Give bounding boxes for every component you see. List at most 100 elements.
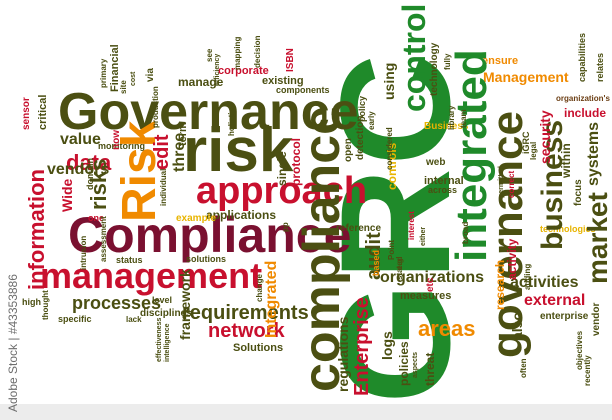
word-production: production (151, 86, 160, 128)
word-status: status (116, 255, 143, 265)
word-security: security (537, 110, 553, 164)
word-sensor: sensor (21, 97, 32, 130)
word-cost: cost (130, 71, 137, 86)
word-open: open (343, 138, 354, 162)
watermark-footer-bar (0, 404, 612, 420)
word-interest: interest (407, 211, 416, 240)
word-via: via (145, 68, 156, 82)
word-specific: specific (58, 314, 92, 324)
word-effectiveness: effectiveness (156, 317, 163, 362)
word-governance-main: Governance (58, 83, 359, 141)
word-web: web (426, 157, 446, 168)
word-term: term (177, 122, 189, 146)
word-systems: systems (585, 121, 602, 186)
word-solutions-small: solutions (186, 254, 226, 264)
word-policy: policy (357, 95, 367, 122)
word-compliance-main: Compliance (68, 207, 352, 263)
word-wide: Wide (59, 178, 75, 212)
word-decision: decision (253, 35, 262, 68)
word-domain: domain (85, 157, 95, 190)
word-organizations: organizations (380, 269, 485, 286)
word-requirements: requirements (182, 302, 309, 324)
word-within: within (559, 143, 573, 178)
word-individual: individual (159, 168, 168, 206)
word-activities: activities (510, 274, 579, 291)
word-adding: adding (523, 263, 532, 290)
word-high: high (22, 297, 41, 307)
word-ensure: ensure (482, 55, 519, 67)
word-integrated-small: Integrated (263, 260, 280, 338)
word-network: network (208, 320, 285, 342)
word-permitted: permitted (498, 166, 505, 198)
word-market: market (582, 192, 612, 284)
word-include: include (564, 106, 607, 120)
word-critical: critical (37, 94, 49, 130)
word-aspects: aspects (412, 351, 419, 378)
word-solutions: Solutions (233, 342, 284, 354)
word-disciplines: disciplines (140, 308, 192, 319)
word-site: site (119, 80, 128, 94)
word-management-main: management (40, 255, 263, 296)
word-technology: technology (429, 42, 440, 96)
word-logs: logs (379, 331, 395, 360)
word-isbn: ISBN (285, 48, 296, 72)
word-approach: approach (196, 170, 368, 212)
word-also: also (509, 311, 525, 340)
word-enterprise-vertical: Enterprise (351, 297, 373, 396)
word-using: using (381, 62, 397, 100)
word-framework: framework (177, 269, 193, 340)
word-holistic: holistic (227, 107, 236, 136)
word-protocol: protocol (289, 138, 303, 186)
word-detection: detection (355, 115, 366, 160)
word-relates: relates (595, 52, 605, 82)
word-correct: correct (507, 170, 516, 198)
word-technologies: technologies (540, 224, 596, 234)
stock-watermark: Adobe Stock | #43353886 (6, 274, 20, 412)
word-either: either (420, 226, 427, 246)
word-areas: areas (418, 316, 476, 341)
word-pp: pp (281, 222, 290, 232)
word-primary: primary (99, 58, 108, 88)
word-regulations: regulations (335, 316, 351, 392)
word-etc: etc (425, 277, 436, 292)
word-manage: manage (178, 75, 224, 89)
word-broad: broad (461, 221, 470, 244)
word-assessment: assessment (99, 216, 108, 262)
word-applications: applications (206, 208, 277, 222)
word-value: value (60, 131, 101, 148)
word-corporate: corporate (218, 65, 269, 77)
word-across: across (428, 185, 458, 195)
word-processes: processes (72, 293, 162, 313)
word-vendor: vendor (591, 302, 602, 336)
word-external: external (524, 292, 586, 309)
word-components: components (276, 85, 330, 95)
word-eg: e.g (395, 258, 404, 270)
word-information: information (24, 169, 49, 290)
word-level: level (152, 295, 173, 305)
word-organizations-small: organization's (556, 94, 610, 103)
word-lack: lack (126, 315, 142, 324)
word-based: based (371, 249, 381, 276)
word-risk-main: risk (183, 116, 294, 185)
word-efficiency: efficiency (214, 53, 221, 86)
word-existing: existing (262, 75, 304, 87)
word-internal: internal (424, 175, 464, 187)
word-recently: recently (583, 355, 592, 386)
word-one: one (88, 213, 105, 223)
word-objectives: objectives (575, 330, 584, 370)
word-management-small: Management (483, 69, 569, 85)
word-control: control (396, 3, 432, 112)
word-vendors: vendors (47, 161, 110, 178)
word-point: Point (387, 240, 396, 260)
word-see: see (205, 48, 214, 62)
word-single: single (275, 151, 289, 186)
word-change: change (255, 273, 264, 302)
word-data: data (66, 150, 112, 175)
word-library: library (447, 105, 456, 130)
word-early: early (367, 111, 376, 130)
word-example: example (176, 213, 217, 224)
word-team: team (459, 109, 468, 128)
word-intrusion: intrusion (79, 235, 88, 270)
word-fully: fully (443, 53, 452, 70)
